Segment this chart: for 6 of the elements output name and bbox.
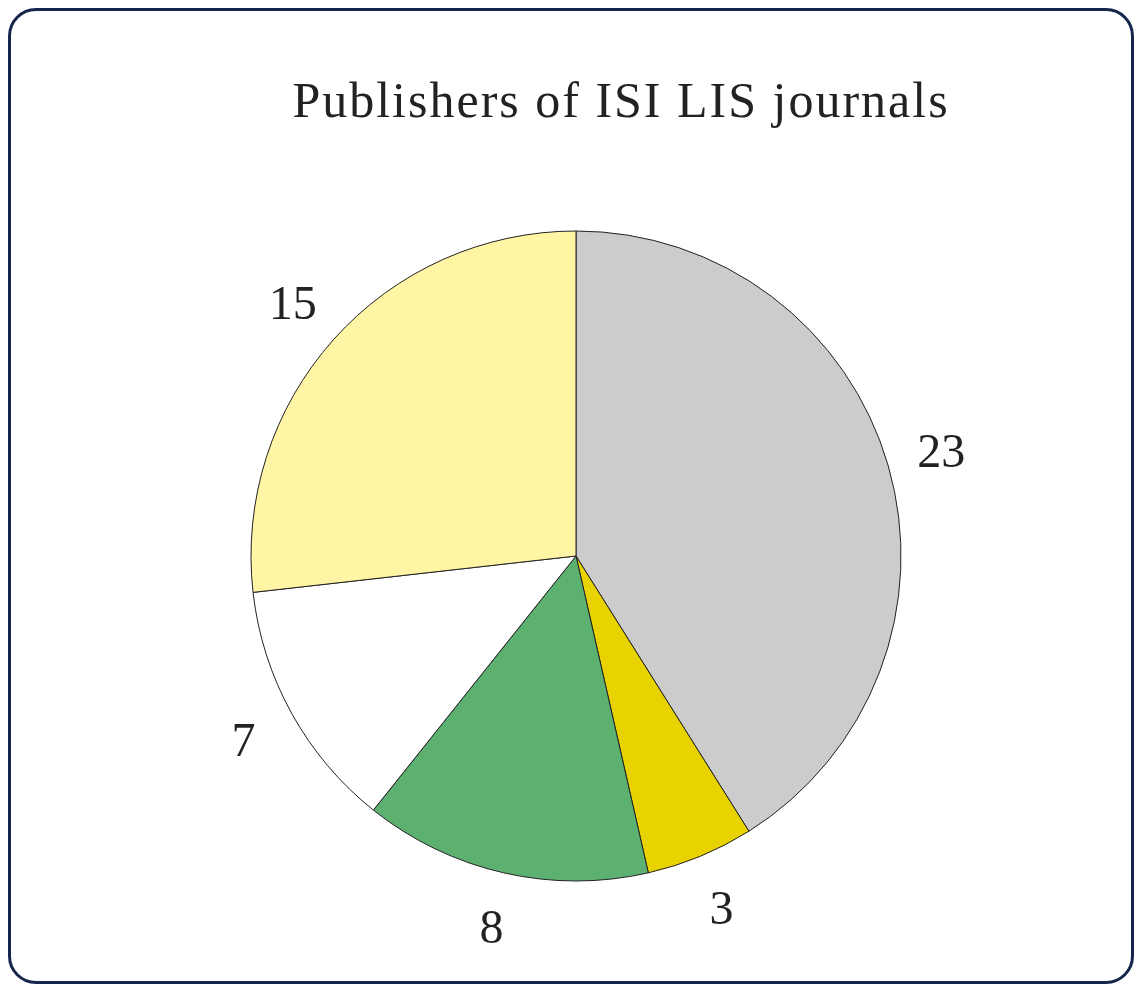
data-label: 7 [231, 713, 256, 767]
chart-title: Publishers of ISI LIS journals [291, 71, 951, 129]
data-label: 3 [709, 880, 734, 934]
data-label: 8 [479, 899, 504, 953]
data-label: 15 [268, 276, 317, 330]
data-label: 23 [917, 424, 966, 478]
